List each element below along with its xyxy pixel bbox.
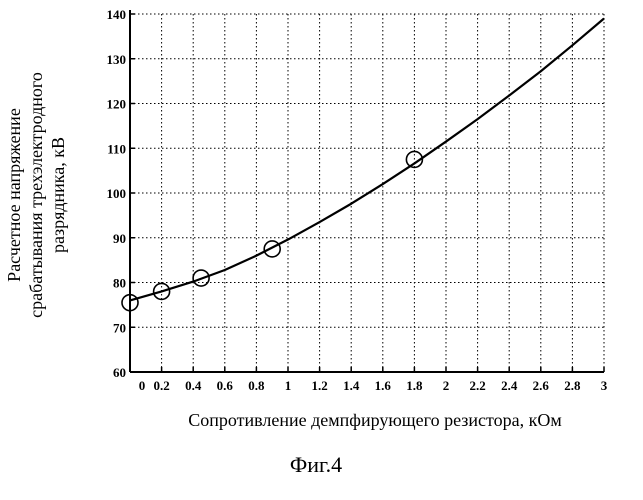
x-tick-label: 3 [601, 378, 608, 393]
x-tick-label: 1.6 [375, 378, 392, 393]
x-tick-label: 0.4 [185, 378, 202, 393]
x-tick-label: 0.8 [248, 378, 265, 393]
data-series [122, 18, 604, 310]
data-point-marker [264, 241, 280, 257]
y-tick-label: 90 [113, 231, 126, 246]
y-tick-label: 80 [113, 276, 126, 291]
x-tick-label: 1.4 [343, 378, 360, 393]
fit-curve [130, 18, 604, 300]
x-tick-label: 2.8 [564, 378, 581, 393]
figure-caption: Фиг.4 [290, 452, 342, 477]
y-tick-label: 110 [107, 141, 126, 156]
x-tick-label: 0.6 [217, 378, 234, 393]
x-axis-label: Сопротивление демпфирующего резистора, к… [188, 410, 562, 430]
x-tick-label: 1 [285, 378, 292, 393]
y-tick-label: 70 [113, 320, 126, 335]
x-tick-label: 1.8 [406, 378, 423, 393]
y-axis-label-line-1: Расчетное напряжение [4, 108, 24, 282]
axes [130, 10, 604, 372]
y-tick-label: 120 [107, 97, 127, 112]
y-axis-label-line-2: срабатывания трехэлектродного [26, 72, 46, 318]
y-tick-label: 140 [107, 7, 127, 22]
y-tick-label: 60 [113, 365, 126, 380]
x-tick-labels: 0 0.2 0.4 0.6 0.8 1 1.2 1.4 1.6 1.8 2 2.2 2.4 2.6 2.8 3 [139, 378, 608, 393]
x-tick-label: 2.2 [469, 378, 485, 393]
x-tick-label: 0.2 [153, 378, 169, 393]
x-tick-label: 2.6 [533, 378, 550, 393]
x-tick-label: 2 [443, 378, 450, 393]
y-tick-labels: 60 70 80 90 100 110 120 130 140 [107, 7, 127, 380]
x-tick-label: 0 [139, 378, 146, 393]
y-tick-label: 100 [107, 186, 127, 201]
x-tick-label: 1.2 [311, 378, 327, 393]
x-tick-label: 2.4 [501, 378, 518, 393]
y-tick-label: 130 [107, 52, 127, 67]
y-axis-label: Расчетное напряжение срабатывания трехэл… [4, 72, 68, 318]
y-axis-label-line-3: разрядника, кВ [48, 137, 68, 253]
